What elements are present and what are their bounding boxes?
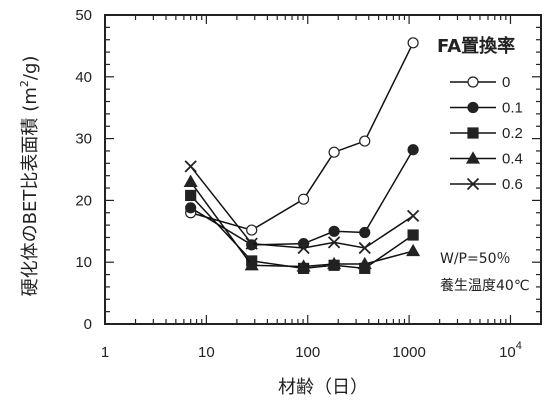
legend-marker — [468, 103, 478, 113]
y-axis-title: 硬化体のBET比表面積 (m2/g) — [18, 56, 41, 297]
x-tick-label: 1000 — [392, 344, 425, 361]
x-tick-label: 100 — [295, 344, 320, 361]
legend-entry: 0 — [450, 74, 510, 91]
data-point — [408, 145, 418, 155]
data-point — [247, 225, 257, 235]
data-series — [185, 38, 419, 274]
data-point — [299, 194, 309, 204]
legend-title: FA置換率 — [437, 35, 515, 57]
data-point — [185, 161, 196, 172]
legend-label: 0.6 — [502, 176, 523, 193]
legend-entry: 0.1 — [450, 100, 523, 117]
y-axis-title-unit-open: (m — [20, 87, 41, 112]
data-point — [407, 245, 419, 256]
data-point — [329, 147, 339, 157]
y-tick-label: 30 — [75, 131, 92, 148]
data-point — [329, 226, 339, 236]
legend-label: 0.1 — [502, 100, 523, 117]
data-point — [185, 176, 197, 187]
series-0.4 — [185, 176, 419, 271]
legend: FA置換率 0 0.1 0.2 0.4 0.6 — [437, 35, 523, 193]
legend-label: 0.2 — [502, 125, 523, 142]
annotation-curing-temp: 養生温度40℃ — [440, 277, 530, 294]
x-tick-label-text: 100 — [295, 344, 320, 361]
x-axis-title: 材齢（日） — [278, 377, 368, 398]
x-tick-label-text: 10 — [198, 344, 215, 361]
data-point — [186, 203, 196, 213]
series-0 — [186, 38, 418, 235]
legend-entry: 0.4 — [450, 151, 523, 168]
x-tick-label-text: 1 — [101, 344, 109, 361]
x-tick-label-sup: 4 — [516, 340, 522, 352]
y-tick-label: 0 — [84, 316, 92, 333]
y-tick-label: 20 — [75, 192, 92, 209]
legend-entry: 0.6 — [450, 176, 523, 193]
x-tick-label-text: 10 — [499, 344, 516, 361]
legend-label: 0.4 — [502, 151, 523, 168]
y-axis-title-unit-close: /g) — [20, 56, 41, 81]
data-point — [408, 210, 419, 221]
y-axis-title-unit-sup: 2 — [18, 80, 31, 87]
data-point — [360, 228, 370, 238]
y-tick-label: 50 — [75, 7, 92, 24]
x-tick-label-text: 1000 — [392, 344, 425, 361]
y-tick-label: 40 — [75, 69, 92, 86]
legend-entry: 0.2 — [450, 125, 523, 142]
x-tick-label: 104 — [499, 340, 522, 361]
data-point — [408, 230, 418, 240]
x-tick-label: 1 — [101, 344, 109, 361]
data-point — [186, 190, 196, 200]
x-tick-label: 10 — [198, 344, 215, 361]
legend-marker — [468, 77, 478, 87]
data-point — [408, 38, 418, 48]
y-tick-label: 10 — [75, 254, 92, 271]
data-point — [360, 136, 370, 146]
annotation-wp-ratio: W/P=50％ — [440, 251, 511, 267]
y-axis-title-main: 硬化体のBET比表面積 — [20, 118, 41, 297]
legend-label: 0 — [502, 74, 510, 91]
legend-marker — [468, 128, 478, 138]
